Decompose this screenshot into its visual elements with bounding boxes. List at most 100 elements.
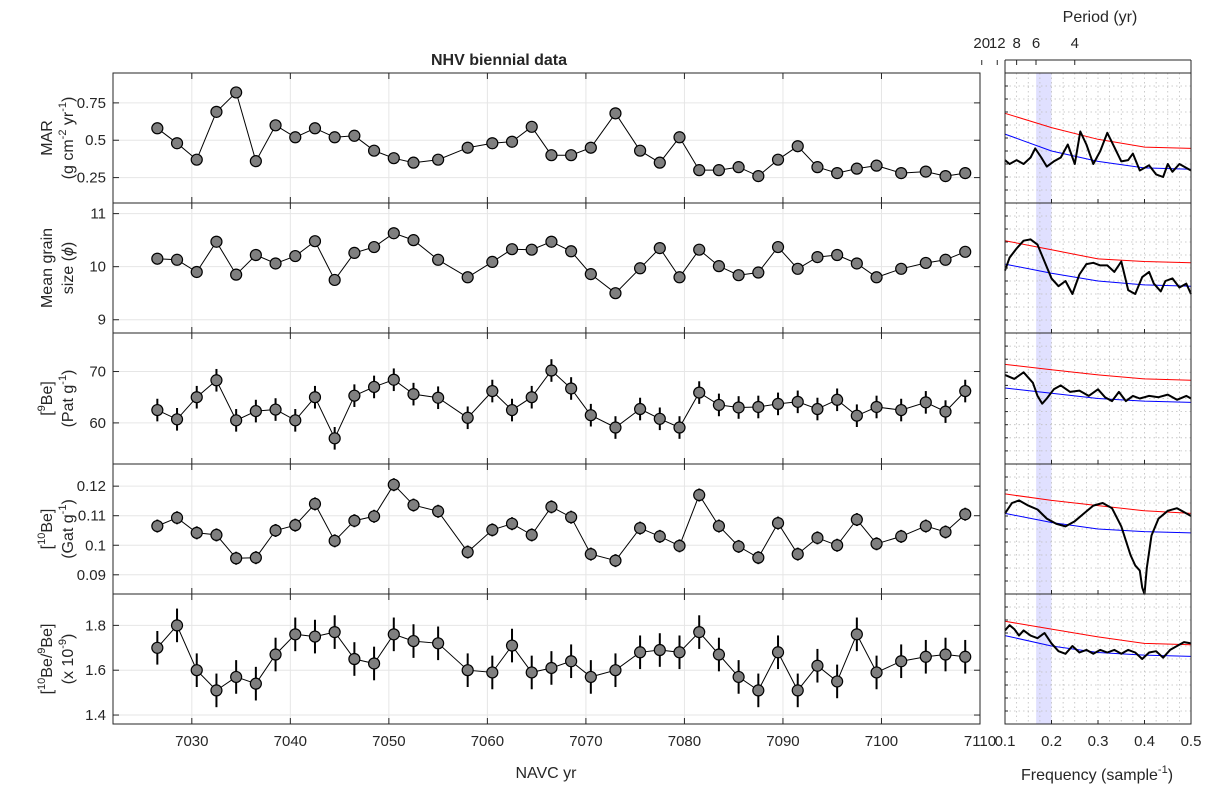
period-tick-label: 20 (973, 35, 990, 52)
data-point (348, 389, 361, 402)
data-point (811, 251, 824, 264)
data-point (407, 388, 420, 401)
blue-fit-line (1004, 512, 1192, 534)
spectral-x-tick-label: 0.3 (1088, 733, 1109, 750)
red-fit-line (1004, 493, 1192, 514)
data-point (289, 131, 302, 144)
data-point (249, 404, 262, 418)
data-point (308, 497, 322, 510)
data-point (505, 639, 519, 652)
data-point (367, 510, 381, 523)
data-point (870, 271, 883, 284)
data-point (633, 144, 647, 157)
data-point (791, 262, 804, 275)
data-point (407, 234, 420, 247)
data-point (210, 105, 223, 118)
data-point (673, 131, 686, 144)
data-point (895, 403, 908, 417)
data-point (505, 403, 519, 417)
y-axis-label-part: MAR (39, 120, 56, 156)
data-point (609, 421, 622, 434)
data-point (693, 626, 706, 639)
data-point (308, 630, 322, 643)
y-axis-label-part: [ (39, 544, 56, 549)
data-point (791, 684, 804, 697)
data-point (308, 122, 322, 135)
y-axis-label-part: -9 (57, 639, 69, 649)
data-point (673, 271, 686, 284)
panel-3: 60 70 [9Be] (Pat g-1) (36, 332, 981, 465)
data-point (712, 164, 726, 177)
data-point (289, 519, 302, 532)
y-tick-label: 1.4 (85, 707, 106, 724)
y-axis-label-line: MAR (39, 120, 56, 156)
data-point (732, 269, 745, 282)
data-point (732, 161, 745, 174)
data-point (486, 255, 499, 268)
data-point (752, 551, 765, 564)
y-axis-label-part: 9 (36, 405, 48, 411)
data-point (210, 528, 223, 542)
data-point (939, 525, 952, 539)
data-point (210, 374, 223, 387)
data-point (387, 152, 400, 165)
data-point (939, 648, 952, 661)
data-point (584, 268, 597, 281)
data-point (850, 628, 863, 641)
data-point (170, 511, 184, 524)
data-point (712, 260, 726, 273)
y-tick-label: 9 (98, 312, 106, 329)
spectral-x-axis-label: Frequency (sample-1) (1021, 764, 1173, 784)
data-point (407, 498, 420, 512)
x-tick-label: 7070 (569, 733, 602, 750)
data-point (811, 531, 824, 544)
data-point (771, 516, 785, 530)
data-point (367, 240, 381, 254)
data-point (328, 273, 341, 287)
data-point (919, 650, 932, 663)
x-axis-label: NAVC yr (515, 765, 577, 782)
data-point (249, 677, 262, 690)
data-point (771, 646, 785, 659)
x-tick-label: 7030 (175, 733, 208, 750)
data-point (486, 384, 499, 398)
data-point (486, 523, 499, 536)
data-point (505, 517, 519, 530)
data-point (545, 149, 558, 162)
data-point (230, 414, 243, 427)
y-tick-label: 60 (89, 415, 106, 432)
y-axis-label-line: (g cm-2 yr-1) (57, 97, 77, 180)
y-tick-label: 0.25 (77, 170, 106, 187)
data-point (609, 107, 622, 120)
data-point (752, 400, 765, 414)
series-line (156, 91, 966, 177)
period-tick-label: 6 (1032, 35, 1040, 52)
data-point (939, 253, 952, 266)
figure-title: NHV biennial data (431, 52, 567, 69)
frequency-band (1036, 203, 1052, 333)
data-point (461, 271, 474, 284)
data-point (190, 391, 203, 404)
series-line (157, 483, 966, 562)
data-point (939, 170, 952, 183)
spectrum-line (1004, 499, 1192, 595)
x-tick-label: 7040 (274, 733, 307, 750)
y-axis-label-part: -2 (57, 130, 69, 140)
data-point (919, 396, 932, 409)
data-point (289, 628, 302, 641)
data-point (653, 530, 666, 543)
data-point (308, 391, 322, 404)
y-axis-label-line: (Gat g-1) (57, 499, 77, 559)
y-axis-label-part: 10 (36, 678, 48, 690)
y-axis-label-line: (Pat g-1) (57, 370, 77, 428)
data-point (653, 156, 666, 169)
data-point (367, 380, 381, 394)
data-point (170, 413, 184, 426)
data-point (919, 519, 932, 533)
y-axis-label-part: 10 (36, 533, 48, 545)
data-point (609, 287, 622, 300)
panel-frame (112, 72, 981, 204)
data-point (545, 235, 558, 248)
